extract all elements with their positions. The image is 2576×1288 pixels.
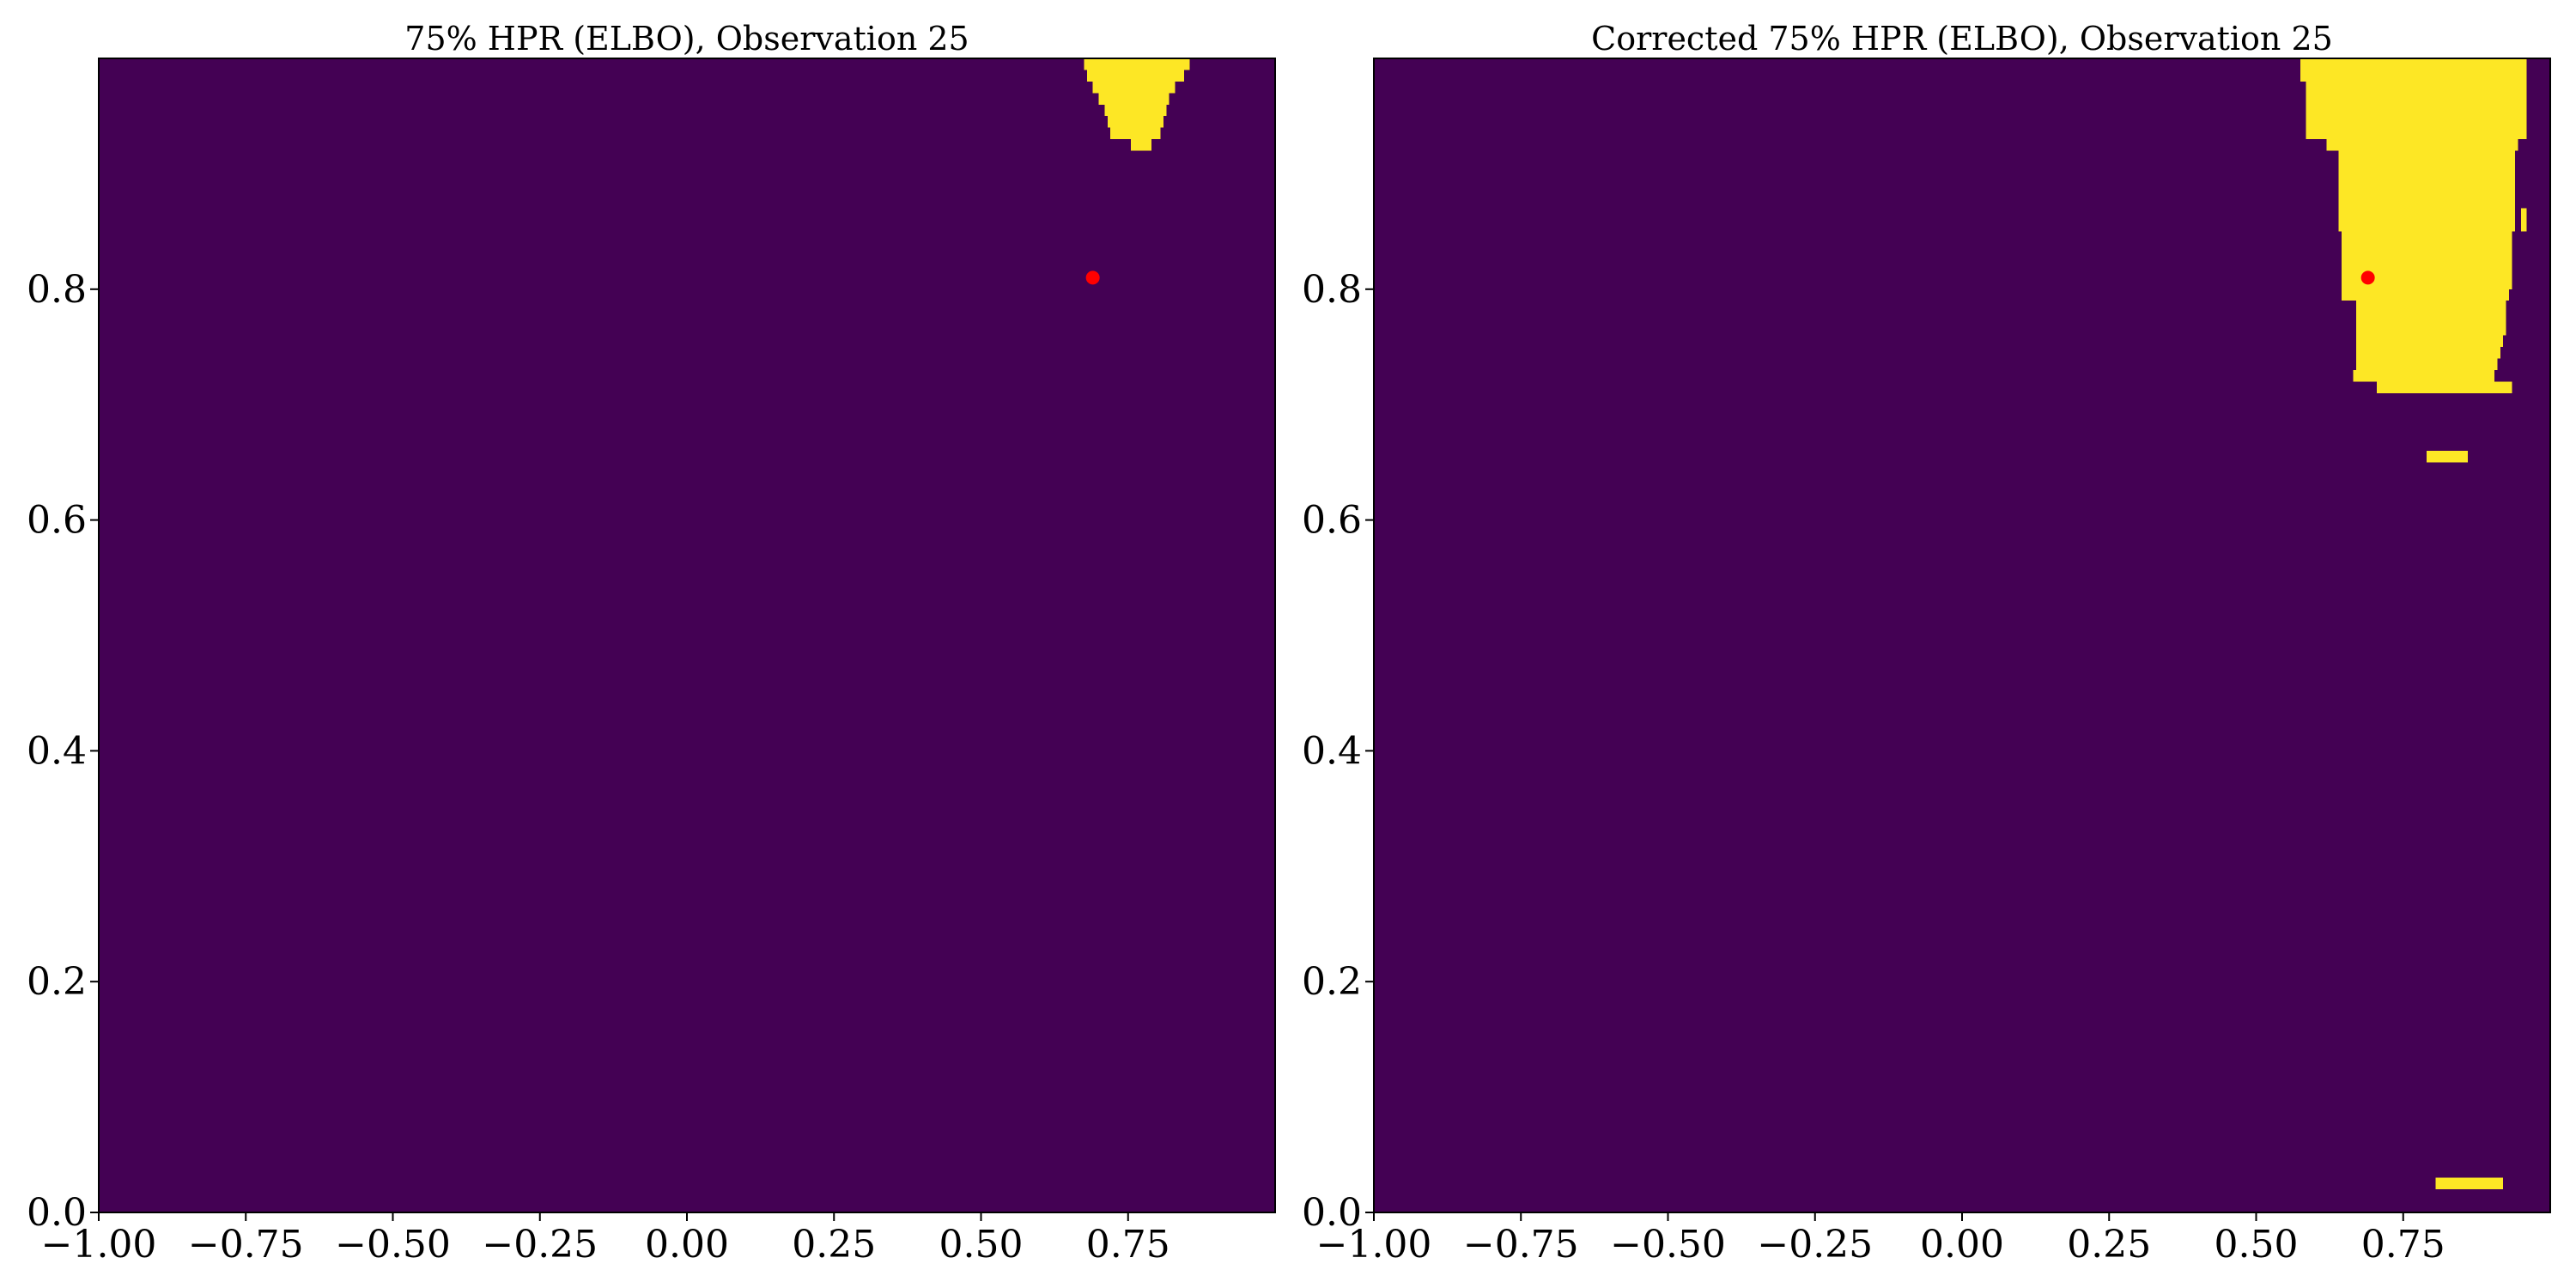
x-tick-label: −0.75 [188,1223,304,1267]
hpr-region-cell [1110,127,1161,140]
hpr-region-cell [2326,139,2518,151]
x-tick-label: 0.75 [1086,1223,1170,1267]
hpr-region-cell [2435,1177,2504,1190]
x-tick-label: −0.25 [482,1223,598,1267]
hpr-region-cell [2376,381,2512,393]
hpr-region-cell [1104,104,1167,117]
hpr-region-cell [2427,450,2469,463]
x-tick-label: −0.25 [1757,1223,1873,1267]
heatmap-background [99,58,1275,1212]
y-tick-label: 0.4 [1302,729,1362,773]
hpr-region-cell [2355,301,2506,336]
hpr-region-cell [2353,369,2494,382]
x-tick-label: 0.00 [645,1223,729,1267]
x-tick-label: 0.00 [1920,1223,2004,1267]
y-tick-label: 0.2 [1302,960,1362,1004]
observation-point [2360,270,2375,285]
hpr-region-cell [2355,358,2498,370]
x-tick-label: 0.25 [2067,1223,2151,1267]
hpr-region-cell [2355,335,2504,347]
y-tick-label: 0.8 [27,268,87,312]
x-tick-label: −1.00 [41,1223,157,1267]
chart-title: 75% HPR (ELBO), Observation 25 [404,20,969,58]
x-tick-label: 0.25 [792,1223,876,1267]
hpr-region-cell [2355,347,2500,359]
hpr-region-cell [1107,116,1163,128]
y-tick-label: 0.0 [1302,1191,1362,1235]
y-tick-label: 0.6 [27,499,87,543]
panel-hpr: 75% HPR (ELBO), Observation 25 −1.00 −0.75… [27,20,1276,1267]
panel-corrected-hpr: Corrected 75% HPR (ELBO), Observation 25… [1302,20,2551,1267]
hpr-region-cell [1131,139,1152,151]
hpr-region-cell [1092,81,1176,94]
x-tick-label: −1.00 [1316,1223,1432,1267]
x-tick-label: 0.75 [2361,1223,2445,1267]
x-tick-label: −0.50 [335,1223,451,1267]
y-tick-label: 0.6 [1302,499,1362,543]
hpr-region-cell [1084,58,1190,70]
observation-point [1085,270,1100,285]
hpr-region-cell [1098,93,1170,105]
hpr-region-cell [2520,208,2527,232]
chart-title: Corrected 75% HPR (ELBO), Observation 25 [1591,20,2333,58]
y-tick-label: 0.2 [27,960,87,1004]
hpr-region-cell [2341,289,2510,301]
x-tick-label: −0.75 [1463,1223,1579,1267]
x-tick-label: 0.50 [939,1223,1024,1267]
hpr-region-cell [2306,81,2527,140]
y-tick-label: 0.4 [27,729,87,773]
hpr-region-cell [2338,150,2515,232]
y-tick-label: 0.8 [1302,268,1362,312]
hpr-region-cell [1086,70,1184,82]
x-tick-label: 0.50 [2215,1223,2299,1267]
hpr-region-cell [2300,58,2527,82]
y-tick-label: 0.0 [27,1191,87,1235]
x-tick-label: −0.50 [1610,1223,1726,1267]
